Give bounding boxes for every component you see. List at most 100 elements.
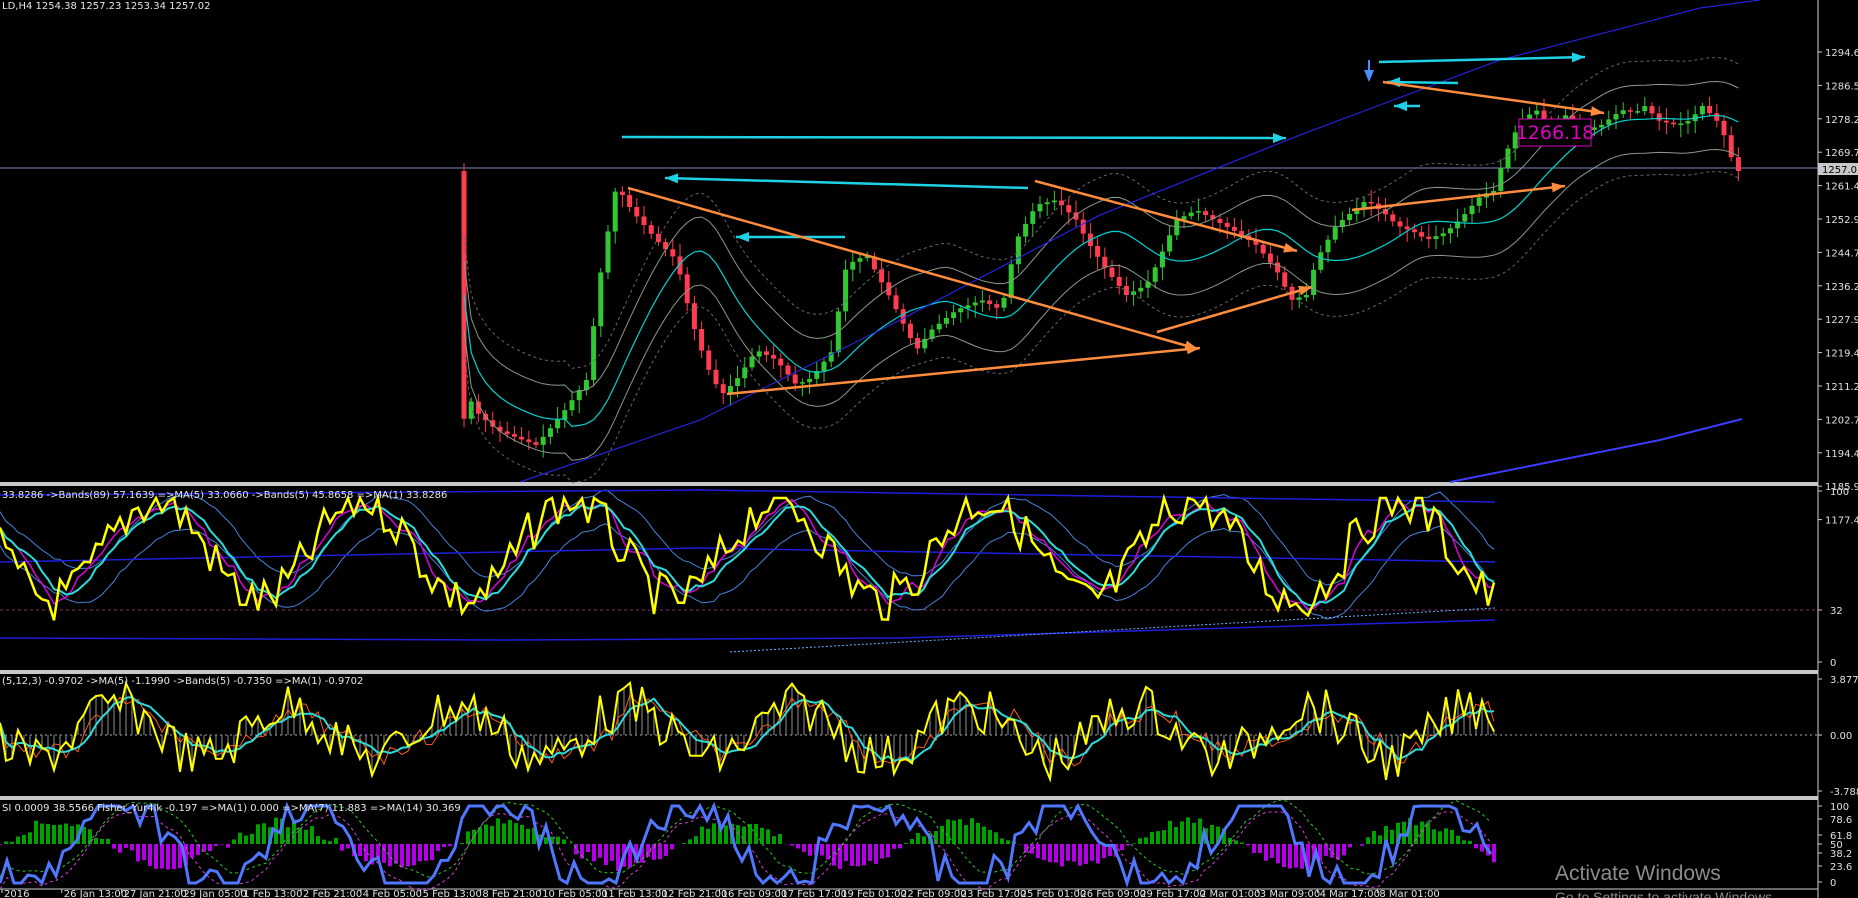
time-tick-label: 8 Feb 21:00 [482, 889, 541, 898]
candle [907, 323, 913, 338]
candle [979, 300, 985, 303]
macd-axis-label: 3.8778 [1830, 675, 1858, 686]
candle [799, 382, 805, 384]
candle [691, 303, 697, 329]
cyan-arrow [621, 135, 1287, 140]
price-tick-label: 1211.2 [1825, 382, 1858, 393]
cyan-arrow-head [736, 232, 749, 242]
price-tick-label: 1194.4 [1825, 449, 1858, 460]
candle [1599, 124, 1605, 128]
candle [763, 351, 769, 355]
candle [807, 378, 813, 383]
candle [612, 191, 618, 232]
price-tick-label: 1236.2 [1825, 282, 1858, 293]
candle [1390, 214, 1396, 222]
candle [1051, 200, 1057, 203]
candle [871, 256, 877, 270]
time-tick-label: 12 Feb 21:00 [662, 889, 728, 898]
candle [1411, 229, 1417, 233]
candle [727, 386, 733, 394]
candle [641, 216, 647, 226]
candle [1361, 202, 1367, 208]
price-tick-label: 1294.6 [1825, 48, 1858, 59]
fisher-axis-label: 38.2 [1830, 849, 1852, 860]
stoch-band-outer-lower [0, 619, 1496, 641]
candle [1635, 111, 1641, 113]
candle [1044, 202, 1050, 205]
candle [1174, 219, 1180, 236]
candle [497, 426, 503, 432]
current-price-tag-box [1818, 163, 1858, 175]
stoch-band-outer-upper [0, 489, 1496, 503]
candle [540, 436, 546, 445]
activate-windows-subtitle: Go to Settings to activate Windows [1555, 889, 1772, 898]
candle [504, 431, 510, 435]
candle [1138, 287, 1144, 292]
candle [1095, 246, 1101, 257]
moving-average-line [463, 114, 1739, 428]
candle [569, 400, 575, 411]
fisher-ma-line [0, 811, 1492, 890]
candle [1462, 214, 1468, 222]
candle [684, 274, 690, 304]
time-tick-label: 5 Feb 13:00 [423, 889, 482, 898]
candle [699, 329, 705, 351]
candle [591, 326, 597, 380]
time-tick-label: 23 Feb 17:00 [961, 889, 1027, 898]
candle [1433, 236, 1439, 240]
candle [1339, 220, 1345, 228]
candle [1073, 212, 1079, 220]
current-price-tag: 1257.0 [1822, 165, 1857, 176]
candle [1231, 226, 1237, 231]
candle [533, 442, 539, 445]
price-tick-label: 1261.4 [1825, 182, 1858, 193]
candle [1563, 115, 1569, 119]
candle [1627, 110, 1633, 112]
candle [1404, 226, 1410, 230]
orange-trendline-arrow [1156, 285, 1313, 334]
candle [526, 439, 532, 443]
fisher-axis-label: 78.6 [1830, 815, 1852, 826]
time-tick-label: 3 Mar 09:00 [1260, 889, 1320, 898]
cyan-arrow-head [1571, 52, 1585, 63]
fisher-panel-header: SI 0.0009 38.5566 Fisher_Yur4ik -0.197 =… [2, 803, 461, 814]
candle [785, 365, 791, 375]
candle [598, 272, 604, 327]
candle [1512, 132, 1518, 149]
orange-trendline-arrow-head [1590, 106, 1604, 117]
band-upper-line [463, 80, 1739, 393]
fisher-axis-label: 0 [1830, 878, 1836, 889]
candle [634, 207, 640, 217]
orange-trendline-arrow [627, 186, 1199, 351]
orange-trendline-arrow [1382, 80, 1605, 115]
price-tick-label: 1177.4 [1825, 516, 1858, 527]
time-tick-label: 27 Jan 21:00 [124, 889, 187, 898]
candle [461, 171, 467, 419]
candle [519, 436, 525, 440]
candle [663, 242, 669, 250]
candle [475, 401, 481, 414]
time-tick-label: 17 Feb 17:00 [781, 889, 847, 898]
candle [1541, 110, 1547, 122]
candle [619, 191, 625, 195]
candle [1311, 269, 1317, 295]
candle [922, 338, 928, 349]
candle [749, 356, 755, 368]
time-tick-label: 19 Feb 01:00 [841, 889, 907, 898]
candle [857, 258, 863, 262]
stoch-band-lower [0, 523, 1495, 620]
candle [1447, 228, 1453, 234]
candle [1419, 232, 1425, 237]
stoch-axis-label: 0 [1830, 658, 1836, 669]
candle [511, 434, 517, 437]
candle [1023, 223, 1029, 237]
orange-trendline-arrow-head [1298, 285, 1312, 296]
candle [958, 308, 964, 313]
macd-panel-header: (5,12,3) -0.9702 ->MA(5) -1.1990 ->Bands… [2, 676, 363, 687]
candle [1260, 244, 1266, 254]
price-tick-label: 1252.9 [1825, 215, 1858, 226]
band-lower-line [463, 148, 1739, 461]
time-tick-label: 2 Feb 21:00 [303, 889, 362, 898]
candle [1015, 236, 1021, 265]
